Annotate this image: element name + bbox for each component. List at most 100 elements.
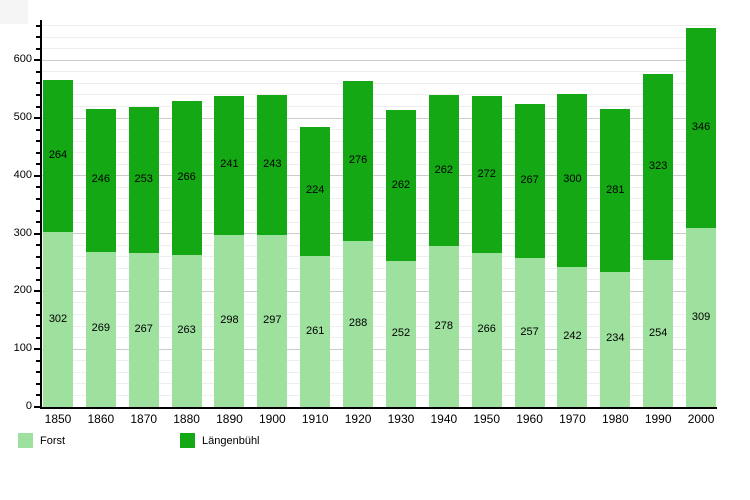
gridline	[41, 221, 716, 223]
bar-group-1940: 278 262	[428, 94, 459, 407]
gridline	[41, 210, 716, 212]
x-tick-label-1930: 1930	[387, 412, 415, 426]
bar-value-label: 262	[391, 178, 411, 191]
bar-segment-forst	[171, 255, 202, 407]
y-tick-minor	[36, 382, 40, 385]
bar-group-1860: 269 246	[85, 109, 116, 407]
bar-value-label: 253	[134, 172, 153, 185]
bar-group-1930: 252 262	[385, 109, 416, 407]
x-tick-label-1940: 1940	[430, 412, 458, 426]
gridline	[41, 279, 716, 281]
bar-value-label: 288	[348, 316, 368, 329]
bar-value-label: 281	[606, 183, 625, 196]
x-tick-label-1970: 1970	[559, 412, 586, 426]
y-tick-label: 100	[13, 342, 32, 355]
gridline	[41, 256, 716, 258]
bar-segment-längenbühl	[171, 101, 202, 256]
bar-segment-forst	[343, 240, 374, 407]
bar-segment-längenbühl	[600, 109, 631, 272]
y-tick-label: 400	[13, 168, 32, 181]
y-tick-label: 300	[13, 226, 32, 239]
bar-value-label: 346	[691, 121, 711, 134]
legend-swatch-laengenbuehl	[180, 433, 195, 448]
gridline	[41, 290, 716, 292]
bar-value-label: 254	[648, 326, 668, 339]
gridline	[41, 117, 716, 119]
x-tick-label-1880: 1880	[173, 412, 200, 426]
bar-value-label: 269	[91, 322, 111, 335]
gridline	[41, 337, 716, 339]
x-tick-label-1870: 1870	[130, 412, 158, 426]
y-tick-minor	[36, 186, 40, 189]
gridline	[41, 25, 716, 27]
bar-group-1900: 297 243	[257, 94, 288, 407]
bar-value-label: 272	[477, 167, 496, 180]
x-tick-label-1850: 1850	[44, 412, 72, 426]
gridline	[41, 140, 716, 142]
y-tick-major	[34, 174, 40, 177]
bar-group-1870: 267 253	[128, 106, 159, 407]
y-tick-minor	[36, 209, 40, 212]
bar-value-label: 234	[606, 332, 625, 345]
gridline	[41, 302, 716, 304]
gridline	[41, 360, 716, 362]
x-axis	[40, 407, 717, 409]
legend-label-laengenbuehl: Längenbühl	[202, 435, 260, 447]
bar-group-1960: 257 267	[514, 104, 545, 407]
bar-segment-forst	[686, 228, 717, 407]
gridline	[41, 314, 716, 316]
y-tick-minor	[36, 301, 40, 304]
y-tick-minor	[36, 325, 40, 328]
bar-segment-längenbühl	[643, 73, 674, 261]
bar-segment-forst	[557, 267, 588, 407]
y-tick-major	[34, 348, 40, 351]
gridline	[41, 36, 716, 38]
bar-segment-längenbühl	[85, 109, 116, 252]
y-tick-minor	[36, 371, 40, 374]
bar-segment-forst	[385, 261, 416, 407]
gridline	[41, 82, 716, 84]
gridline	[41, 129, 716, 131]
bar-segment-längenbühl	[385, 109, 416, 262]
bar-segment-forst	[300, 256, 331, 407]
y-tick-label: 0	[25, 400, 32, 412]
gridline	[41, 348, 716, 350]
x-tick-label-1900: 1900	[258, 412, 286, 426]
x-tick-label-1990: 1990	[644, 412, 672, 426]
y-tick-minor	[36, 221, 40, 224]
y-tick-minor	[36, 244, 40, 247]
bar-segment-forst	[514, 258, 545, 407]
x-tick-label-1860: 1860	[87, 412, 115, 426]
y-tick-minor	[36, 82, 40, 85]
gridline	[41, 371, 716, 373]
y-tick-minor	[36, 105, 40, 108]
bar-segment-längenbühl	[557, 93, 588, 268]
y-tick-minor	[36, 359, 40, 362]
y-tick-major	[34, 232, 40, 235]
bar-segment-forst	[43, 232, 73, 407]
bar-group-1910: 261 224	[300, 126, 331, 407]
bar-segment-längenbühl	[686, 28, 717, 229]
bar-segment-längenbühl	[343, 81, 374, 241]
bar-segment-längenbühl	[128, 106, 159, 253]
bar-value-label: 252	[391, 327, 411, 340]
x-tick-label-1980: 1980	[601, 412, 629, 426]
bar-segment-längenbühl	[43, 79, 73, 233]
bar-value-label: 264	[48, 149, 68, 162]
bar-value-label: 246	[91, 173, 111, 186]
y-tick-label: 600	[13, 53, 32, 66]
bar-value-label: 276	[348, 153, 368, 166]
bar-value-label: 302	[48, 312, 68, 325]
y-axis	[40, 20, 42, 408]
x-tick-label-1890: 1890	[216, 412, 243, 426]
y-tick-minor	[36, 255, 40, 258]
bar-group-1850: 302 264	[43, 79, 73, 407]
gridline	[41, 106, 716, 107]
gridline	[41, 267, 716, 269]
gridline	[41, 152, 716, 154]
bar-value-label: 241	[220, 158, 239, 171]
y-tick-minor	[36, 394, 40, 397]
bar-value-label: 300	[563, 173, 582, 186]
bar-segment-längenbühl	[471, 96, 502, 254]
bar-segment-forst	[471, 253, 502, 407]
